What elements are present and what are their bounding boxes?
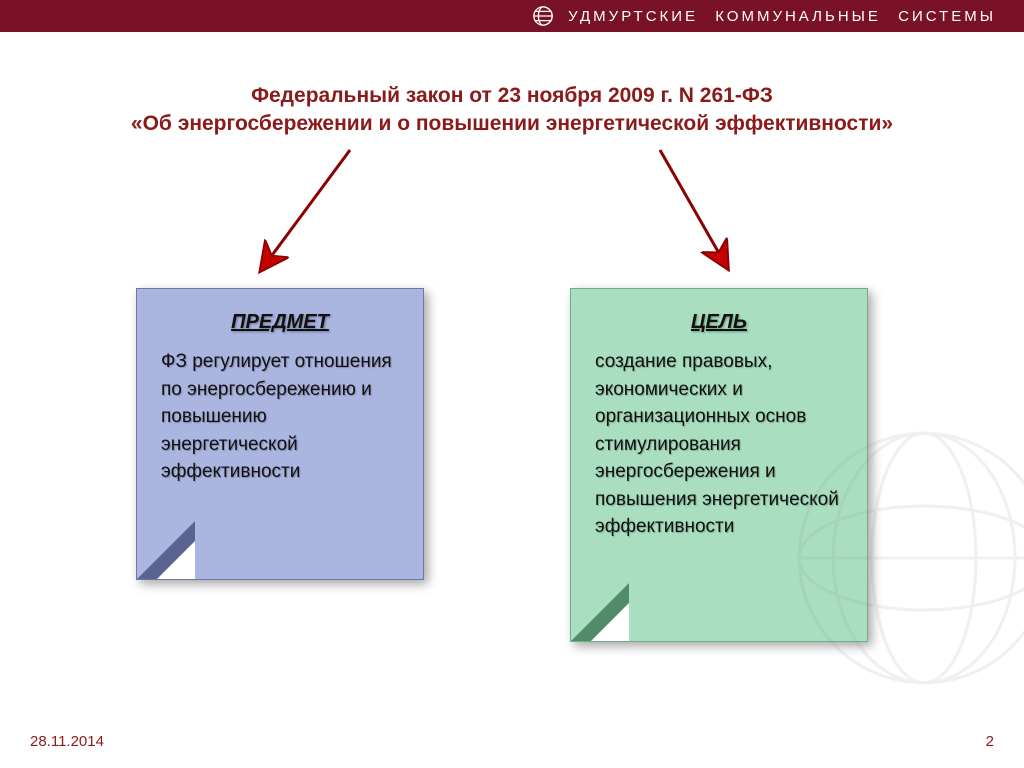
page-fold-icon (571, 583, 629, 641)
footer-page: 2 (986, 733, 994, 750)
note-subject: ПРЕДМЕТ ФЗ регулирует отношения по энерг… (136, 288, 424, 580)
page-fold-icon (137, 521, 195, 579)
watermark-icon (794, 428, 1024, 688)
note-goal-heading: ЦЕЛЬ (595, 311, 843, 334)
note-subject-body: ФЗ регулирует отношения по энергосбереже… (161, 348, 399, 486)
note-subject-heading: ПРЕДМЕТ (161, 311, 399, 334)
footer-date: 28.11.2014 (30, 733, 104, 750)
